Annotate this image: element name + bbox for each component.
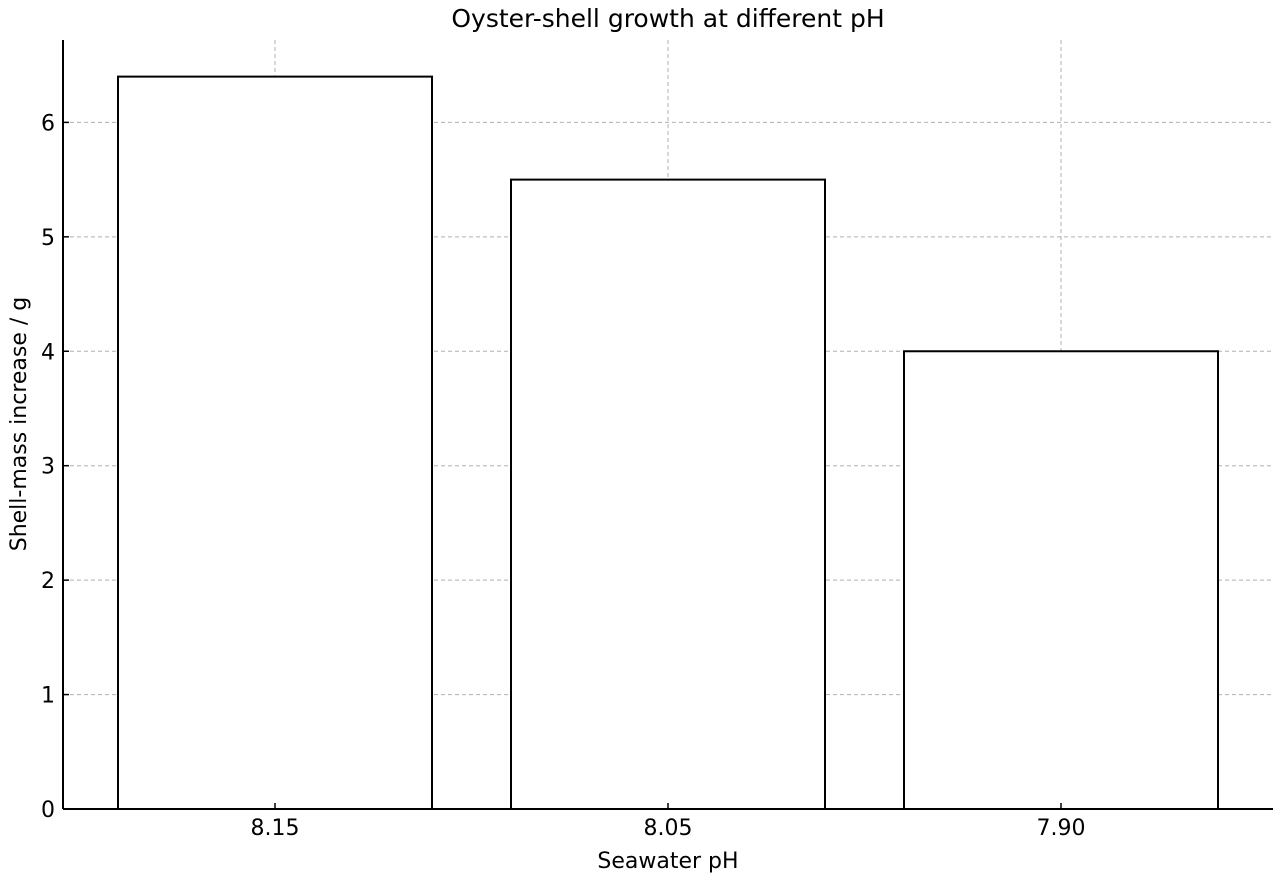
- x-ticks: 8.15 8.05 7.90: [251, 803, 1086, 841]
- y-axis-label: Shell-mass increase / g: [7, 297, 32, 552]
- bars: [117, 75, 1219, 811]
- x-tick-label: 8.15: [251, 816, 300, 841]
- x-axis-label: Seawater pH: [597, 849, 738, 874]
- chart-title: Oyster-shell growth at different pH: [451, 4, 884, 33]
- bar: [903, 350, 1219, 810]
- y-tick-label: 1: [41, 684, 55, 709]
- bar: [510, 178, 826, 811]
- y-tick-label: 3: [41, 455, 55, 480]
- y-tick-label: 0: [41, 798, 55, 823]
- bar: [117, 75, 433, 811]
- y-tick-label: 4: [41, 340, 55, 365]
- x-tick-label: 8.05: [644, 816, 693, 841]
- x-tick-label: 7.90: [1037, 816, 1086, 841]
- y-tick-label: 5: [41, 226, 55, 251]
- y-tick-label: 6: [41, 111, 55, 136]
- y-tick-label: 2: [41, 569, 55, 594]
- y-ticks: 0 1 2 3 4 5 6: [41, 111, 69, 823]
